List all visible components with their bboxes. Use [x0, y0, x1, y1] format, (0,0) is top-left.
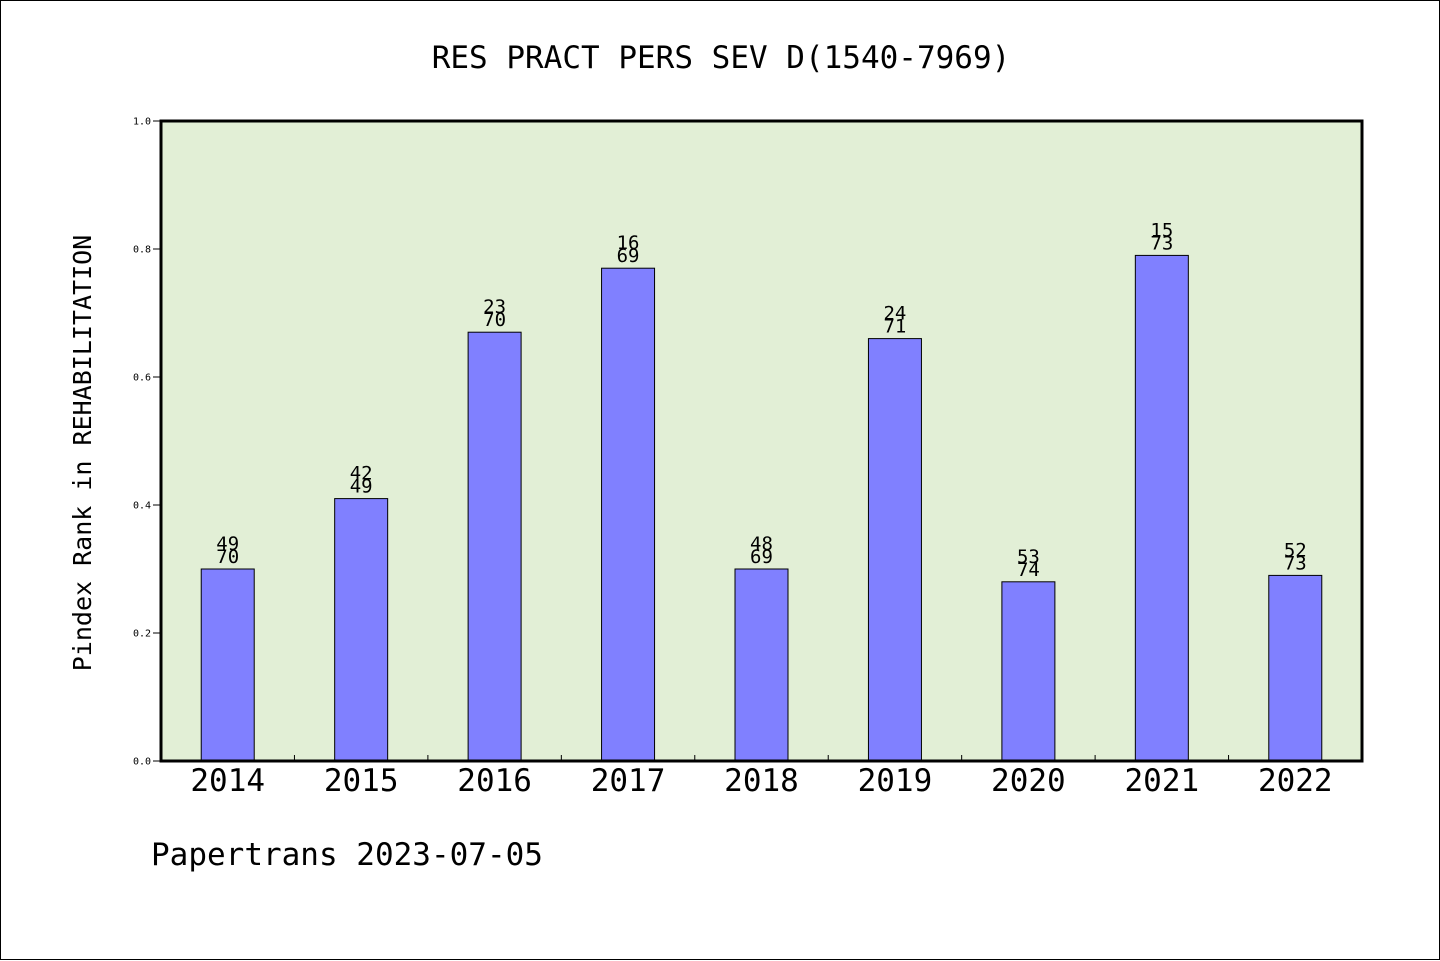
- y-axis-label: Pindex Rank in REHABILITATION: [68, 235, 97, 672]
- x-tick-label: 2018: [724, 763, 799, 799]
- x-axis: 2014 2015 2016 2017 2018 2019 2020 2021 2022: [190, 755, 1333, 799]
- bar-rank-label: 16: [617, 232, 640, 254]
- bar-total-label: 73: [1150, 232, 1173, 254]
- chart-title: RES PRACT PERS SEV D(1540-7969): [432, 40, 1011, 76]
- y-axis: 0.0 0.2 0.4 0.6 0.8 1.0: [133, 117, 161, 768]
- y-tick-label: 1.0: [133, 117, 151, 128]
- bar: [467, 331, 522, 762]
- x-tick-label: 2016: [457, 763, 532, 799]
- y-tick-label: 0.4: [133, 501, 151, 512]
- x-tick-label: 2019: [858, 763, 933, 799]
- bar-total-label: 74: [1017, 559, 1040, 581]
- x-tick-label: 2017: [591, 763, 666, 799]
- bar: [334, 498, 389, 762]
- x-tick-label: 2022: [1258, 763, 1333, 799]
- bar: [1268, 574, 1323, 762]
- bar-rank-label: 53: [1017, 546, 1040, 568]
- bar-total-label: 69: [617, 245, 640, 267]
- bar-rank-label: 52: [1284, 539, 1307, 561]
- bar-total-label: 49: [350, 476, 373, 498]
- bar-total-label: 73: [1284, 552, 1307, 574]
- y-tick-label: 0.2: [133, 629, 151, 640]
- footer-credit: Papertrans 2023-07-05: [151, 837, 543, 873]
- y-tick-label: 0.8: [133, 245, 151, 256]
- x-tick-label: 2014: [190, 763, 265, 799]
- bar: [601, 267, 656, 762]
- bar-total-label: 71: [883, 316, 906, 338]
- bar: [867, 338, 922, 762]
- bar-total-label: 70: [216, 546, 239, 568]
- x-tick-label: 2021: [1125, 763, 1200, 799]
- bar-total-label: 69: [750, 546, 773, 568]
- bar: [1134, 254, 1189, 762]
- bar-rank-label: 49: [216, 533, 239, 555]
- x-tick-label: 2020: [991, 763, 1066, 799]
- bar-series: [200, 254, 1323, 762]
- y-tick-label: 0.6: [133, 373, 151, 384]
- bar-rank-label: 23: [483, 296, 506, 318]
- x-tick-label: 2015: [324, 763, 399, 799]
- y-tick-label: 0.0: [133, 757, 151, 768]
- bar-rank-label: 48: [750, 533, 773, 555]
- bar-rank-label: 42: [350, 463, 373, 485]
- bar-rank-label: 24: [883, 303, 906, 325]
- bar-total-label: 70: [483, 309, 506, 331]
- bar: [200, 568, 255, 762]
- bar: [1001, 581, 1056, 762]
- bar-rank-label: 15: [1150, 219, 1173, 241]
- bar: [734, 568, 789, 762]
- plot-area-frame: [159, 119, 1364, 763]
